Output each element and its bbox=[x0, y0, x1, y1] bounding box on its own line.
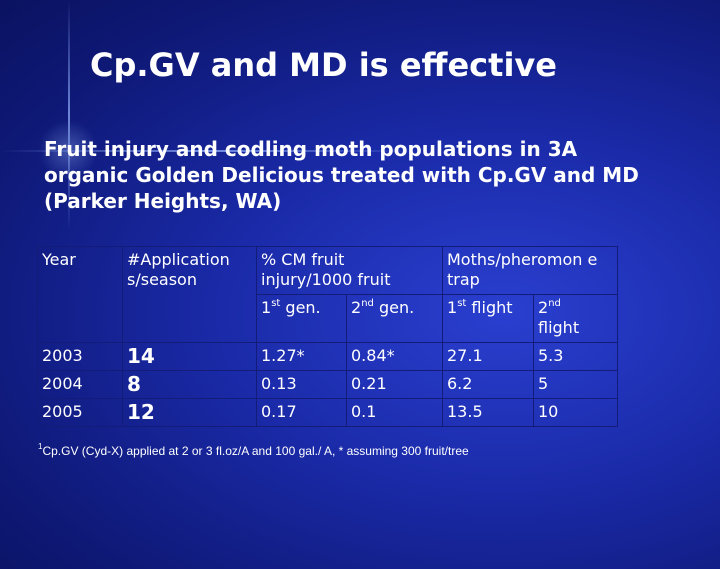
cell-year: 2004 bbox=[37, 370, 123, 399]
header-applications: #Application s/season bbox=[122, 246, 257, 343]
cell-gen2: 0.84* bbox=[346, 342, 443, 371]
cell-gen2: 0.21 bbox=[346, 370, 443, 399]
header-moths: Moths/pheromon e trap bbox=[442, 246, 618, 295]
header-year: Year bbox=[37, 246, 123, 343]
cell-applications: 14 bbox=[122, 342, 257, 371]
cell-applications: 8 bbox=[122, 370, 257, 399]
cell-flight2: 10 bbox=[533, 398, 618, 427]
cell-flight1: 6.2 bbox=[442, 370, 534, 399]
decorative-vertical-line bbox=[68, 0, 70, 230]
subheader-gen1: 1st gen. bbox=[256, 294, 347, 343]
cell-gen1: 0.13 bbox=[256, 370, 347, 399]
decorative-horizontal-line bbox=[0, 150, 420, 152]
slide-title: Cp.GV and MD is effective bbox=[90, 46, 557, 84]
table-row: 2003 14 1.27* 0.84* 27.1 5.3 bbox=[37, 342, 618, 371]
cell-flight1: 27.1 bbox=[442, 342, 534, 371]
cell-flight2: 5 bbox=[533, 370, 618, 399]
cell-year: 2003 bbox=[37, 342, 123, 371]
cell-gen2: 0.1 bbox=[346, 398, 443, 427]
cell-flight1: 13.5 bbox=[442, 398, 534, 427]
slide-subtitle: Fruit injury and codling moth population… bbox=[44, 137, 639, 213]
results-table: Year #Application s/season % CM fruit in… bbox=[37, 246, 618, 427]
subheader-flight1: 1st flight bbox=[442, 294, 534, 343]
subheader-flight2: 2nd flight bbox=[533, 294, 618, 343]
cell-flight2: 5.3 bbox=[533, 342, 618, 371]
footnote: 1Cp.GV (Cyd-X) applied at 2 or 3 fl.oz/A… bbox=[38, 442, 469, 459]
table-row: 2004 8 0.13 0.21 6.2 5 bbox=[37, 370, 618, 399]
cell-applications: 12 bbox=[122, 398, 257, 427]
header-cm-fruit: % CM fruit injury/1000 fruit bbox=[256, 246, 443, 295]
cell-year: 2005 bbox=[37, 398, 123, 427]
subheader-gen2: 2nd gen. bbox=[346, 294, 443, 343]
cell-gen1: 1.27* bbox=[256, 342, 347, 371]
table-row: 2005 12 0.17 0.1 13.5 10 bbox=[37, 398, 618, 427]
table-header-row: Year #Application s/season % CM fruit in… bbox=[37, 246, 618, 343]
cell-gen1: 0.17 bbox=[256, 398, 347, 427]
footnote-marker: 1 bbox=[38, 442, 43, 451]
footnote-text: Cp.GV (Cyd-X) applied at 2 or 3 fl.oz/A … bbox=[42, 444, 469, 458]
